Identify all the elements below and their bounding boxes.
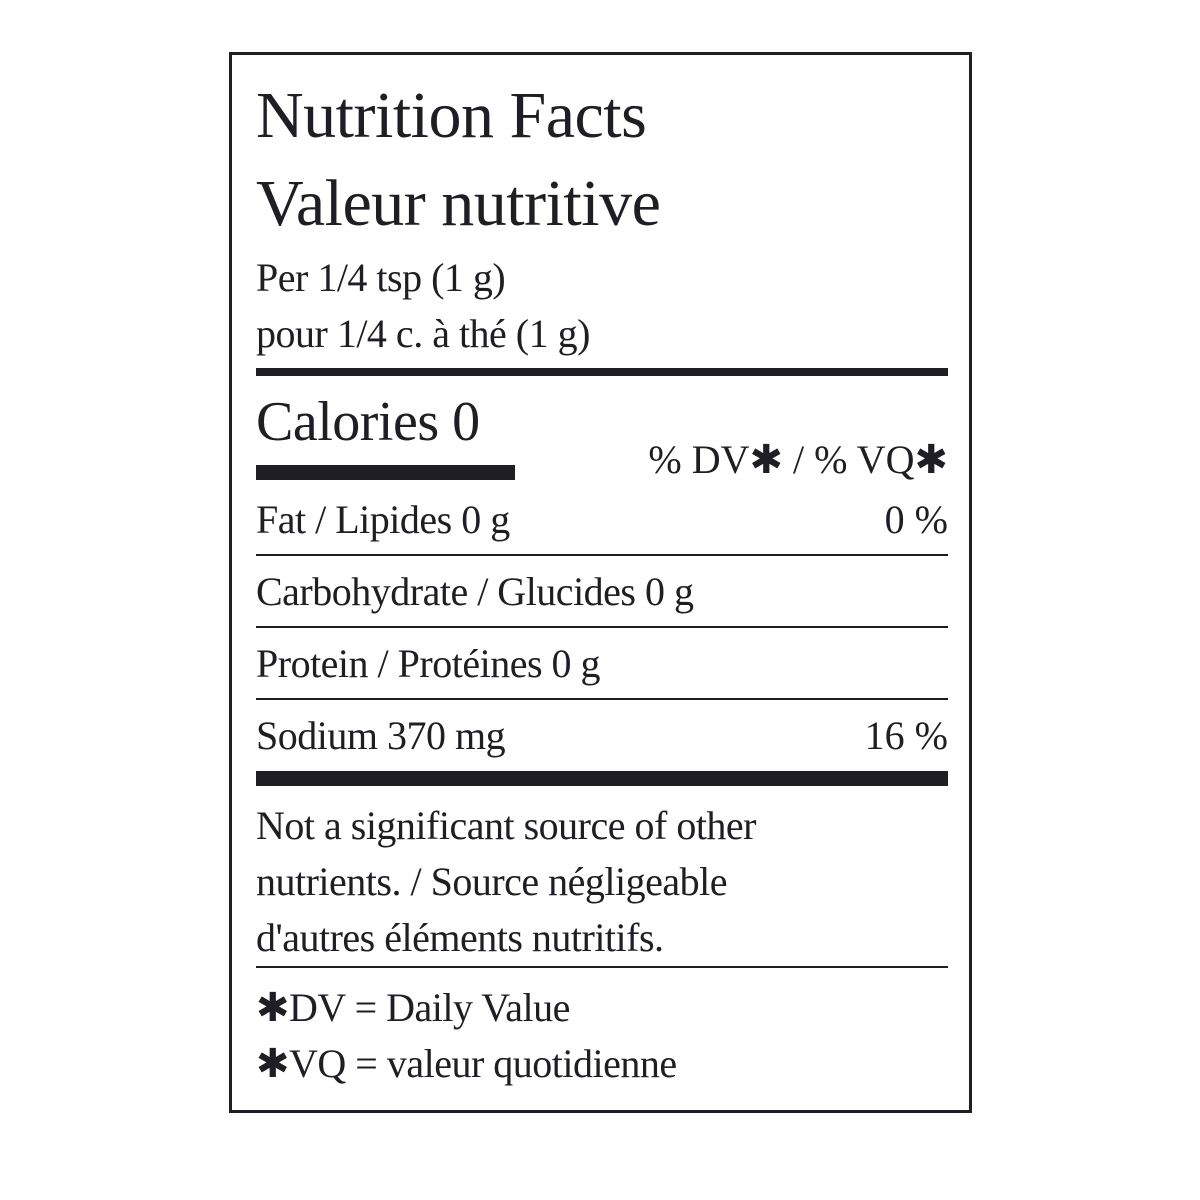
note-line: Not a significant source of other (256, 803, 757, 848)
nutrient-dv: 0 % (884, 497, 948, 542)
calories: Calories 0 (256, 391, 480, 453)
dv-header: % DV✱ / % VQ✱ (648, 437, 948, 482)
divider (256, 698, 948, 700)
divider (256, 626, 948, 628)
note-line: nutrients. / Source négligeable (256, 859, 728, 904)
divider (256, 966, 948, 968)
footnote: ✱DV = Daily Value (256, 985, 570, 1030)
title-fr: Valeur nutritive (256, 167, 661, 240)
nutrient-dv: 16 % (864, 713, 948, 758)
title-en: Nutrition Facts (256, 79, 647, 152)
note-line: d'autres éléments nutritifs. (256, 915, 664, 960)
nutrient-row: Sodium 370 mg (256, 713, 506, 758)
serving-fr: pour 1/4 c. à thé (1 g) (256, 311, 590, 356)
nutrient-row: Protein / Protéines 0 g (256, 641, 601, 686)
divider (256, 465, 515, 480)
footnote: ✱VQ = valeur quotidienne (256, 1041, 677, 1086)
nutrient-row: Carbohydrate / Glucides 0 g (256, 569, 694, 614)
divider (256, 554, 948, 556)
divider (256, 368, 948, 376)
divider (256, 771, 948, 786)
nutrition-label (229, 52, 972, 1113)
serving-en: Per 1/4 tsp (1 g) (256, 255, 506, 300)
nutrient-row: Fat / Lipides 0 g (256, 497, 510, 542)
